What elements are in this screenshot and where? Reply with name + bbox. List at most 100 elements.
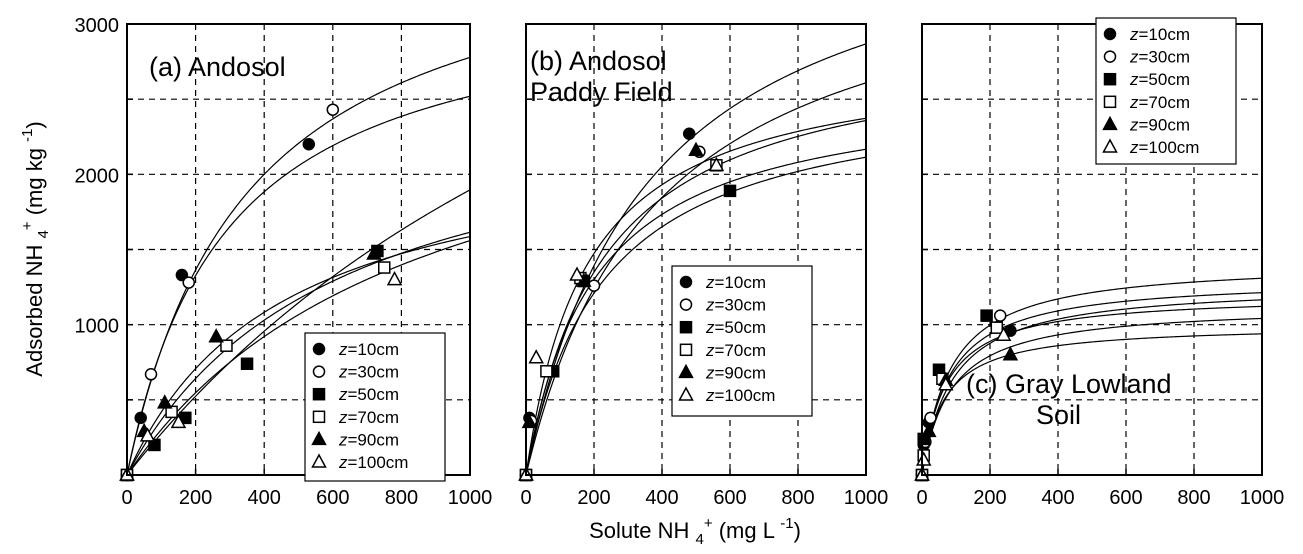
legend-label-z-50cm: z=50cm bbox=[338, 385, 399, 404]
data-point-z-90cm bbox=[688, 141, 704, 157]
legend: z=10cm z=30cm z=50cm z=70cm z=90cm z=100cm bbox=[671, 265, 813, 417]
legend-marker-z-90cm bbox=[1102, 115, 1118, 131]
x-tick-label: 600 bbox=[316, 487, 349, 509]
fit-curve-z-30cm bbox=[126, 56, 471, 476]
fit-curves bbox=[126, 56, 471, 476]
data-point-z-90cm bbox=[921, 422, 937, 438]
data-point-z-70cm bbox=[378, 261, 391, 274]
legend-marker-z-50cm bbox=[679, 320, 693, 334]
data-point-z-70cm bbox=[990, 321, 1004, 334]
data-point-z-50cm bbox=[723, 184, 737, 198]
fit-curve-z-50cm bbox=[126, 189, 471, 476]
legend-marker-z-100cm bbox=[311, 453, 327, 468]
legend-label-z-50cm: z=50cm bbox=[1129, 70, 1190, 89]
data-point-z-30cm bbox=[993, 309, 1007, 322]
panel-title: (c) Gray Lowland Soil bbox=[966, 369, 1172, 430]
data-point-z-10cm bbox=[682, 127, 696, 140]
data-point-z-10cm bbox=[175, 268, 189, 282]
legend-marker-z-10cm bbox=[679, 275, 693, 289]
legend: z=10cm z=30cm z=50cm z=70cm z=90cm z=100cm bbox=[304, 332, 446, 482]
data-point-z-50cm bbox=[148, 438, 161, 452]
legend-label-z-30cm: z=30cm bbox=[705, 296, 766, 315]
fit-curve-z-10cm bbox=[921, 305, 1263, 476]
x-tick-label: 600 bbox=[1109, 487, 1142, 509]
fit-curve-z-100cm bbox=[126, 240, 471, 476]
legend-label-z-70cm: z=70cm bbox=[1129, 93, 1190, 112]
fit-curve-z-10cm bbox=[525, 43, 867, 476]
data-point-z-30cm bbox=[144, 368, 158, 381]
data-point-z-10cm bbox=[134, 411, 147, 425]
fit-curves bbox=[921, 277, 1263, 476]
x-tick-label: 0 bbox=[520, 487, 531, 509]
legend-label-z-70cm: z=70cm bbox=[338, 408, 399, 427]
fit-curve-z-70cm bbox=[126, 231, 471, 476]
data-point-z-50cm bbox=[240, 357, 254, 371]
legend-label-z-10cm: z=10cm bbox=[1129, 25, 1190, 44]
fit-curve-z-10cm bbox=[126, 95, 471, 476]
data-point-z-90cm bbox=[366, 245, 382, 260]
data-point-z-100cm bbox=[139, 427, 156, 442]
x-tick-label: 1000 bbox=[448, 487, 493, 509]
data-point-z-100cm bbox=[995, 326, 1012, 341]
legend-marker-z-70cm bbox=[312, 410, 326, 424]
data-point-z-100cm bbox=[386, 270, 403, 286]
fit-curve-z-50cm bbox=[525, 156, 867, 476]
x-tick-label: 600 bbox=[713, 487, 746, 509]
panel-title: (a) Andosol bbox=[149, 52, 286, 82]
legend-marker-z-90cm bbox=[678, 363, 694, 379]
data-point-z-50cm bbox=[980, 309, 993, 322]
y-tick-label: 3000 bbox=[75, 15, 120, 37]
panel-title: (b) Andosol Paddy Field bbox=[530, 46, 673, 107]
legend-box bbox=[671, 265, 813, 417]
legend-box bbox=[1095, 17, 1237, 165]
data-point-z-100cm bbox=[170, 413, 187, 429]
x-tick-label: 0 bbox=[916, 487, 927, 509]
legend-label-z-100cm: z=100cm bbox=[1129, 138, 1199, 157]
legend-label-z-90cm: z=90cm bbox=[338, 430, 399, 449]
legend-marker-z-70cm bbox=[679, 343, 693, 357]
data-point-z-30cm bbox=[326, 103, 340, 116]
data-point-z-30cm bbox=[924, 411, 937, 425]
fit-curve-z-100cm bbox=[921, 317, 1263, 476]
fit-curve-z-90cm bbox=[525, 119, 867, 476]
legend-marker-z-10cm bbox=[1103, 27, 1117, 41]
legend-box bbox=[304, 332, 446, 482]
legend-marker-z-30cm bbox=[679, 298, 693, 311]
legend-label-z-30cm: z=30cm bbox=[1129, 48, 1190, 67]
panel-c: 0 200 400 600 800 1000 (c) Gray Lowland Soil z=1… bbox=[914, 17, 1285, 509]
data-point-z-30cm bbox=[182, 276, 195, 289]
y-tick-label: 1000 bbox=[75, 316, 120, 338]
x-tick-label: 1000 bbox=[844, 487, 889, 509]
legend-label-z-10cm: z=10cm bbox=[705, 273, 766, 292]
x-tick-label: 800 bbox=[781, 487, 814, 509]
legend-marker-z-90cm bbox=[311, 430, 327, 446]
x-tick-label: 1000 bbox=[1240, 487, 1285, 509]
x-tick-label: 800 bbox=[385, 487, 418, 509]
grid-lines bbox=[922, 24, 1262, 475]
data-points bbox=[518, 127, 737, 482]
fit-curve-z-70cm bbox=[525, 148, 867, 476]
x-tick-label: 200 bbox=[577, 487, 610, 509]
data-point-z-10cm bbox=[302, 138, 316, 151]
legend-label-z-100cm: z=100cm bbox=[338, 453, 408, 472]
y-tick-label: 2000 bbox=[75, 165, 120, 187]
data-point-z-90cm bbox=[1002, 346, 1019, 361]
legend-label-z-90cm: z=90cm bbox=[1129, 115, 1190, 134]
panel-a: 0 200 400 600 800 1000 1000 2000 3000 (a) Andosol… bbox=[75, 15, 493, 509]
data-point-z-100cm bbox=[915, 451, 932, 466]
legend-marker-z-10cm bbox=[312, 342, 326, 356]
x-tick-label: 400 bbox=[645, 487, 678, 509]
panel-b: 0 200 400 600 800 1000 (b) Andosol Paddy Field z… bbox=[518, 23, 889, 509]
legend-marker-z-70cm bbox=[1103, 95, 1117, 109]
x-tick-label: 0 bbox=[121, 487, 132, 509]
data-point-z-70cm bbox=[540, 365, 553, 378]
legend-label-z-90cm: z=90cm bbox=[705, 363, 766, 382]
data-point-z-90cm bbox=[208, 328, 224, 343]
x-tick-label: 200 bbox=[973, 487, 1006, 509]
fit-curve-z-50cm bbox=[921, 277, 1263, 476]
data-point-z-100cm bbox=[569, 266, 585, 281]
legend-marker-z-100cm bbox=[678, 386, 694, 401]
legend-label-z-70cm: z=70cm bbox=[705, 341, 766, 360]
x-tick-label: 400 bbox=[1041, 487, 1074, 509]
